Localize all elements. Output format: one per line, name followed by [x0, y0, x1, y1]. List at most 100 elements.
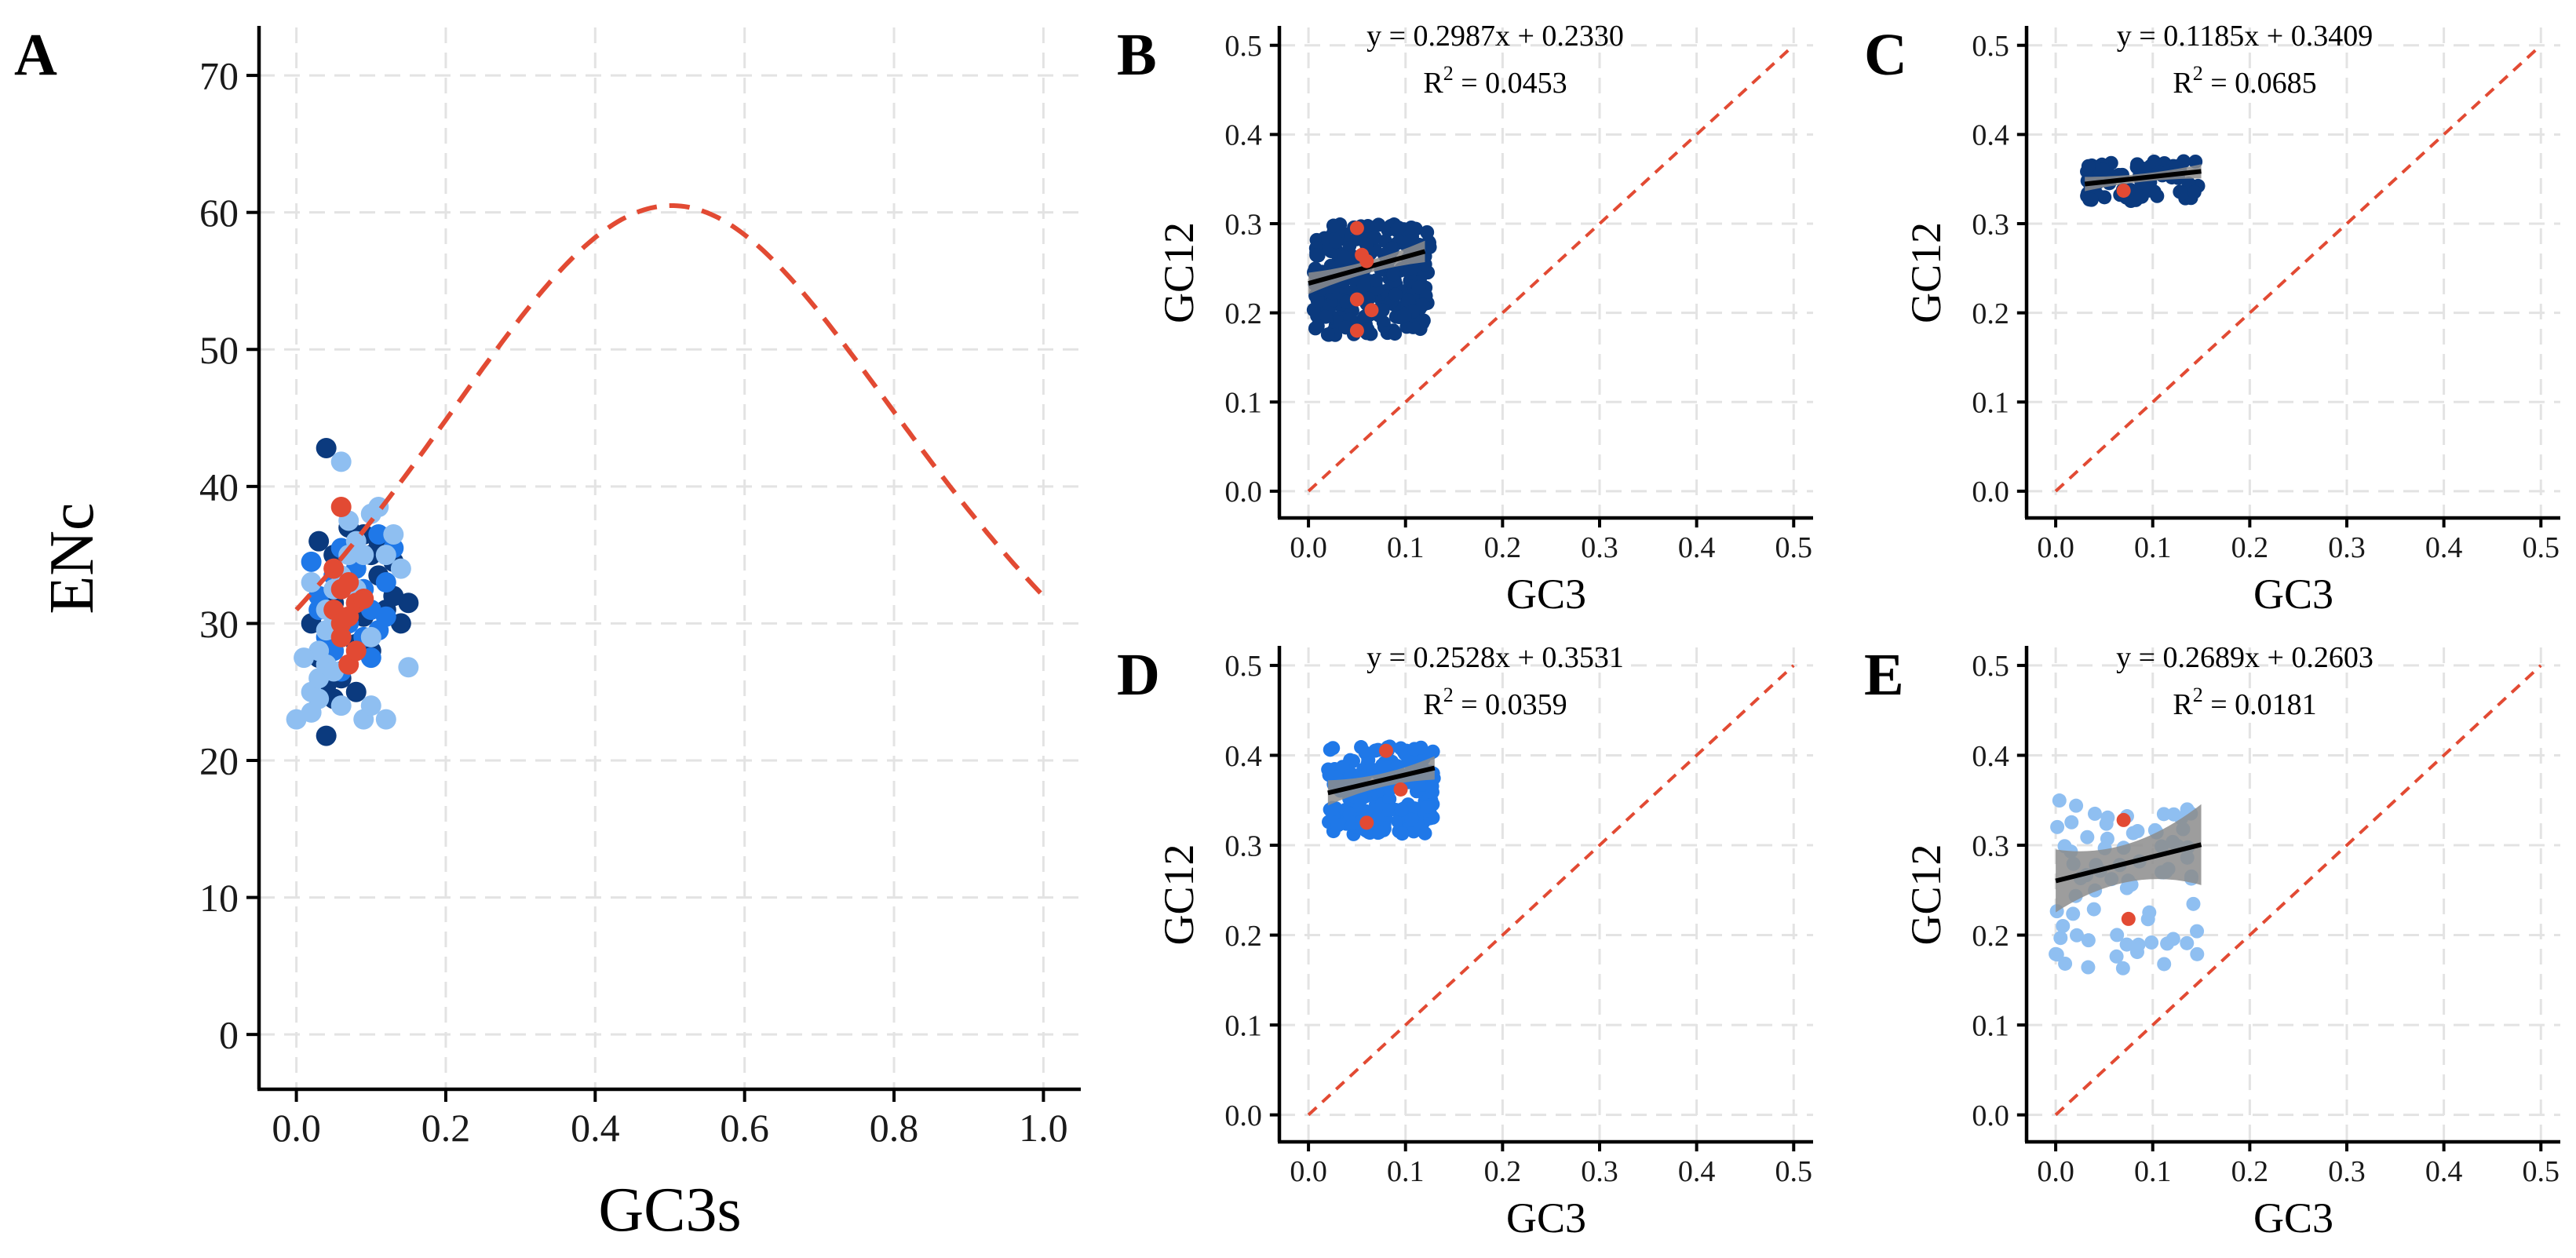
scatter-point [1397, 308, 1412, 323]
x-tick-label: 0.1 [2134, 1155, 2172, 1188]
diagonal-line [1307, 44, 1795, 493]
scatter-point [1338, 320, 1353, 335]
x-tick-label: 0.5 [2523, 1155, 2560, 1188]
scatter-point [2157, 957, 2172, 972]
grid-E [2027, 647, 2560, 1142]
scatter-point [1356, 279, 1371, 294]
scatter-point [360, 695, 381, 717]
scatter-point [2119, 937, 2134, 952]
y-axis-title: GC12 [1903, 844, 1950, 945]
highlight-point [1349, 221, 1364, 235]
scatter-point [1392, 221, 1407, 235]
scatter-point [1407, 742, 1422, 757]
x-tick-label: 0.3 [1581, 531, 1618, 564]
y-tick-label: 0.5 [1972, 650, 2009, 683]
scatter-point [2166, 807, 2181, 822]
scatter-point [375, 545, 396, 566]
x-tick-label: 0.0 [272, 1106, 321, 1150]
scatter-point [330, 451, 352, 472]
r-squared-value: = 0.0685 [2203, 67, 2317, 100]
scatter-point [330, 695, 352, 717]
scatter-point [390, 558, 411, 579]
y-axis-title: GC12 [1903, 222, 1950, 323]
highlight-point [1359, 815, 1374, 830]
scatter-point [2066, 906, 2081, 921]
r-squared: R2 = 0.0685 [2173, 62, 2316, 100]
scatter-point [2050, 819, 2065, 834]
scatter-point [1388, 326, 1403, 341]
scatter-point [2069, 928, 2084, 943]
y-tick-label: 0.1 [1972, 387, 2009, 420]
scatter-point [1388, 287, 1403, 302]
highlight-point [1359, 253, 1374, 268]
highlight-point [1364, 303, 1379, 318]
scatter-point [2130, 824, 2145, 839]
scatter-point [368, 523, 389, 545]
x-tick-label: 0.5 [1775, 531, 1813, 564]
scatter-point [2190, 924, 2205, 939]
scatter-point [2186, 896, 2201, 911]
y-tick-label: 0.2 [1972, 297, 2009, 330]
highlight-point [1349, 292, 1364, 307]
y-tick-label: 0.3 [1224, 830, 1262, 862]
diagonal-line [2054, 664, 2542, 1117]
scatter-point [1330, 818, 1345, 833]
scatter-point [2052, 793, 2067, 808]
r-squared-value: = 0.0453 [1454, 67, 1567, 100]
r-squared-exponent: 2 [1443, 62, 1454, 85]
regression-line [2055, 842, 2202, 884]
scatter-point [375, 572, 396, 593]
scatter-point [1318, 309, 1333, 324]
panel-D: y = 0.2528x + 0.3531 R2 = 0.0359 0.0 0.1 0.2… [1117, 641, 1813, 1242]
x-tick-label: 0.4 [1678, 531, 1716, 564]
scatter-point [1395, 826, 1410, 841]
plot-area-C [2054, 44, 2542, 493]
panel-letter: A [14, 22, 57, 88]
scatter-point [1326, 218, 1341, 233]
x-axis-title: GC3 [2253, 571, 2333, 618]
scatter-point [2095, 162, 2110, 177]
regression-equation: y = 0.1185x + 0.3409 [2117, 20, 2373, 53]
scatter-point [2058, 956, 2073, 971]
x-tick-label: 0.2 [1484, 1155, 1522, 1188]
panel-letter: D [1117, 642, 1160, 708]
plot-area-D [1307, 664, 1795, 1117]
y-tick-label: 0.1 [1972, 1009, 2009, 1042]
x-tick-label: 0.0 [1290, 1155, 1327, 1188]
scatter-point [338, 606, 359, 627]
scatter-point [1353, 793, 1368, 808]
scatter-point [1401, 294, 1416, 308]
x-tick-label: 0.0 [2037, 1155, 2074, 1188]
x-tick-label: 0.5 [2523, 531, 2560, 564]
x-tick-label: 0.4 [1678, 1155, 1716, 1188]
scatter-point [1326, 741, 1341, 756]
x-axis-title: GC3 [1506, 571, 1586, 618]
scatter-point [345, 681, 367, 702]
r-squared: R2 = 0.0359 [1423, 684, 1567, 721]
scatter-point [330, 497, 352, 518]
scatter-point [301, 572, 322, 593]
scatter-point [2064, 815, 2079, 830]
y-tick-label: 0.2 [1224, 297, 1262, 330]
scatter-point [345, 640, 367, 662]
panel-letter: C [1864, 22, 1907, 88]
scatter-point [1422, 239, 1437, 254]
scatter-point [1360, 219, 1375, 234]
scatter-point [1380, 802, 1395, 817]
scatter-point [2190, 946, 2205, 961]
scatter-point [1394, 802, 1409, 817]
scatter-point [1425, 779, 1439, 793]
y-tick-label: 20 [199, 739, 239, 783]
highlight-point [1349, 323, 1364, 338]
r-squared: R2 = 0.0181 [2173, 684, 2316, 721]
y-tick-label: 0.0 [1224, 476, 1262, 509]
regression-line [2084, 169, 2202, 187]
x-tick-label: 0.4 [2425, 531, 2463, 564]
highlight-point [2116, 812, 2131, 827]
scatter-point [1375, 303, 1390, 318]
scatter-point [1310, 294, 1325, 308]
grid-C [2027, 27, 2560, 518]
x-tick-label: 0.3 [1581, 1155, 1618, 1188]
regression-equation: y = 0.2689x + 0.2603 [2116, 641, 2373, 674]
highlight-points [1359, 743, 1408, 830]
